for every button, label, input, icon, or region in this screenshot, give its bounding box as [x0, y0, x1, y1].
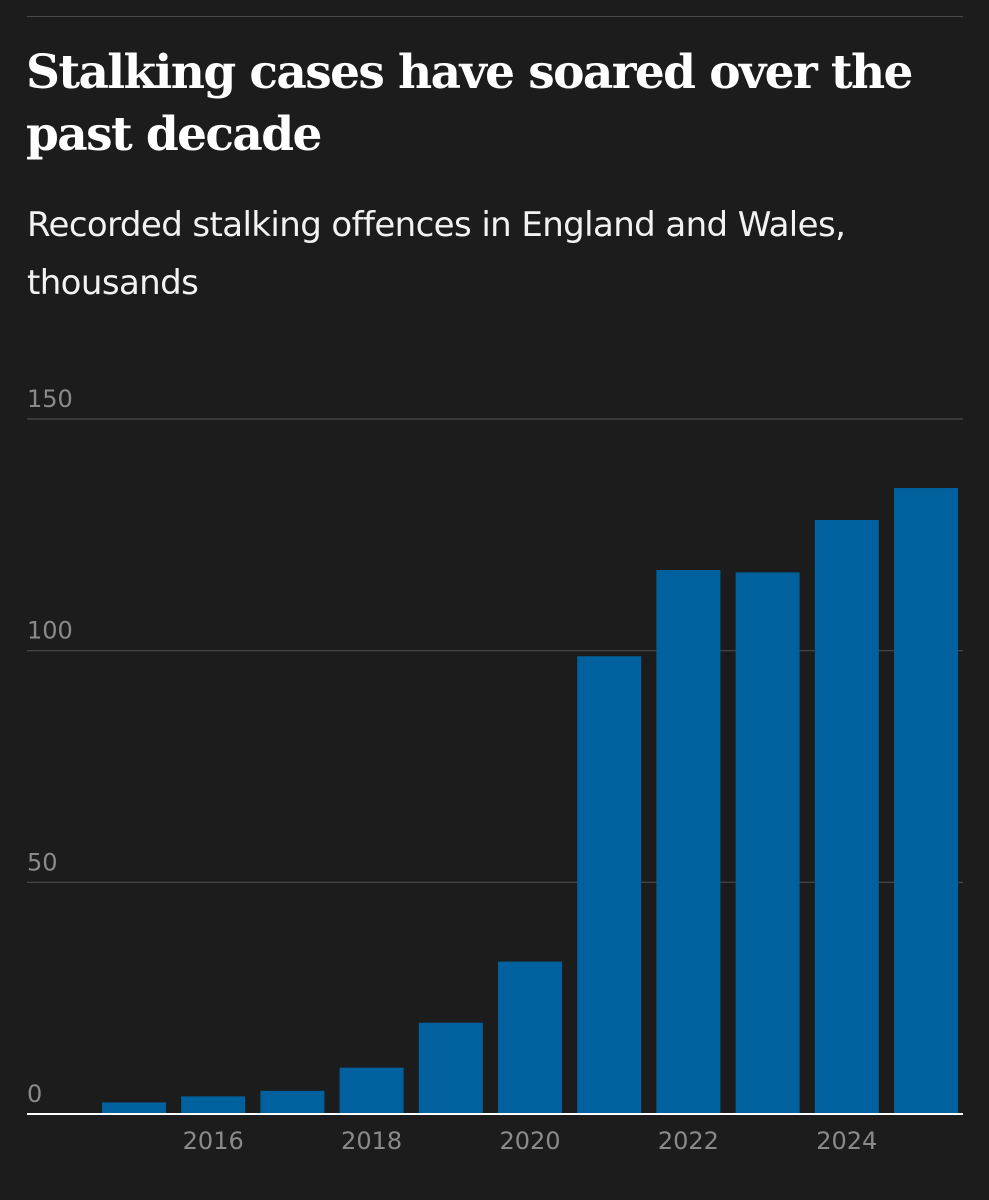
bar-2015: [102, 1102, 166, 1114]
bar-2019: [418, 1022, 483, 1114]
bar-2024: [814, 520, 879, 1114]
y-tick-label-100: 100: [27, 617, 73, 645]
x-axis-ticks: 2016 2018 2020 2022 2024: [183, 1127, 878, 1155]
y-tick-label-150: 150: [27, 385, 73, 413]
x-tick-label-2016: 2016: [183, 1127, 244, 1155]
bars: [102, 488, 958, 1115]
bar-2023: [735, 572, 800, 1114]
bar-2016: [181, 1096, 246, 1114]
bar-2018: [339, 1067, 404, 1114]
x-tick-label-2020: 2020: [499, 1127, 560, 1155]
bar-2017: [260, 1090, 325, 1114]
y-tick-label-0: 0: [27, 1080, 42, 1108]
x-tick-label-2018: 2018: [341, 1127, 402, 1155]
x-tick-label-2024: 2024: [816, 1127, 877, 1155]
chart-title: Stalking cases have soared over the past…: [26, 45, 913, 162]
bar-2022: [656, 570, 721, 1114]
y-axis-ticks: 0 50 100 150: [27, 385, 73, 1108]
y-tick-label-50: 50: [27, 848, 58, 876]
x-tick-label-2022: 2022: [658, 1127, 719, 1155]
top-rule: [27, 16, 963, 17]
chart-subtitle: Recorded stalking offences in England an…: [27, 205, 846, 303]
bar-2021: [577, 656, 642, 1114]
bar-2020: [498, 961, 562, 1114]
gridlines: [27, 418, 963, 883]
bar-2025: [894, 488, 958, 1115]
